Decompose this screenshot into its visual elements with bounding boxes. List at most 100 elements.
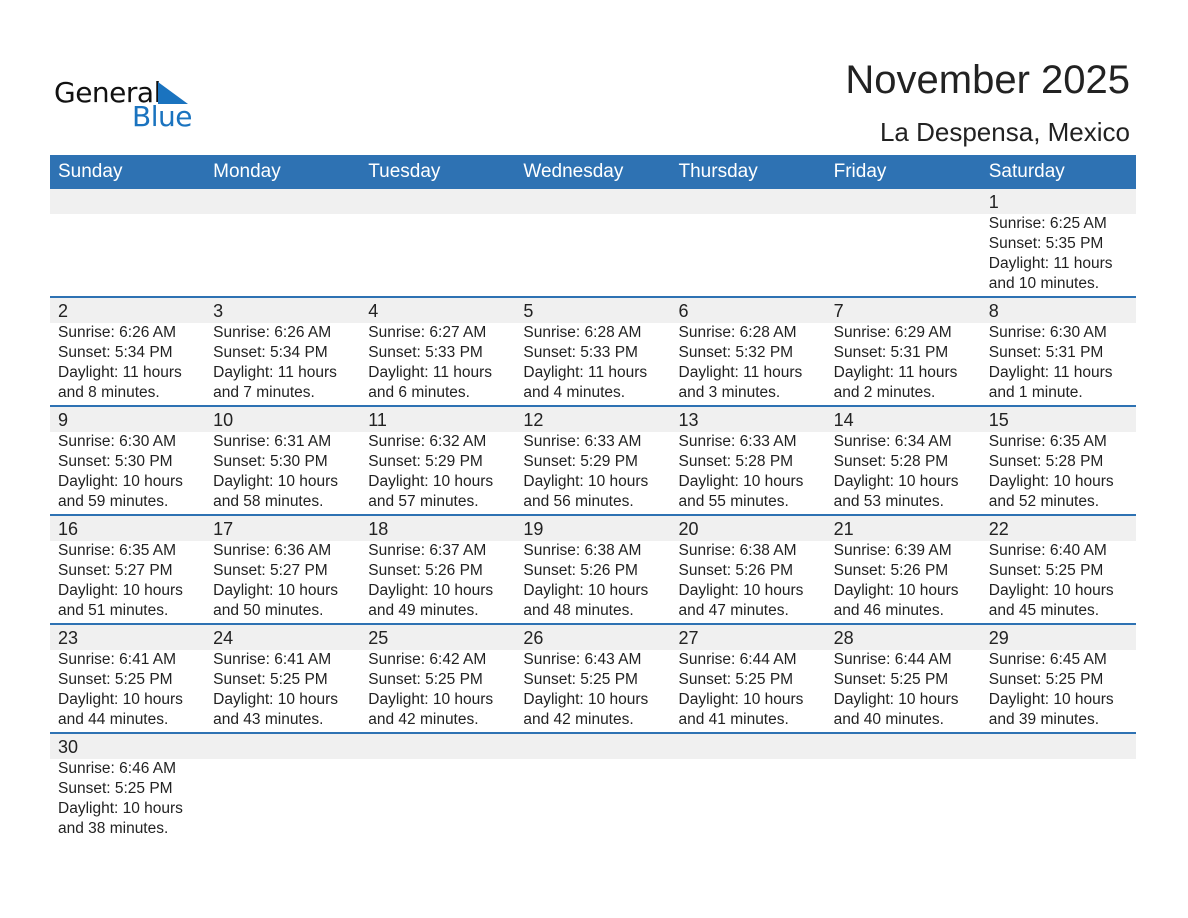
weekday-wednesday: Wednesday: [523, 161, 624, 182]
logo-word-general: General: [54, 76, 161, 109]
weekday-thursday: Thursday: [678, 161, 758, 182]
daylight-minutes-text: and 2 minutes.: [833, 384, 936, 401]
sunset-text: Sunset: 5:27 PM: [58, 562, 173, 579]
sunset-text: Sunset: 5:28 PM: [833, 453, 949, 470]
day-number: 14: [833, 410, 854, 430]
sunset-text: Sunset: 5:31 PM: [988, 344, 1104, 361]
empty-cell: [826, 189, 981, 296]
sunrise-text: Sunrise: 6:28 AM: [523, 324, 642, 341]
daylight-text: Daylight: 11 hours: [988, 255, 1113, 272]
empty-cell: [826, 734, 981, 843]
daylight-text: Daylight: 10 hours: [678, 582, 804, 599]
day-number: 22: [988, 519, 1009, 539]
day-cell-5: 5 Sunrise: 6:28 AM Sunset: 5:33 PM Daylight…: [515, 298, 670, 405]
daylight-minutes-text: and 58 minutes.: [213, 493, 324, 510]
sunset-text: Sunset: 5:27 PM: [213, 562, 328, 579]
daylight-minutes-text: and 51 minutes.: [58, 602, 169, 619]
daylight-text: Daylight: 10 hours: [213, 582, 339, 599]
daylight-text: Daylight: 10 hours: [678, 691, 804, 708]
sunset-text: Sunset: 5:25 PM: [368, 671, 483, 688]
empty-cell: [205, 734, 360, 843]
sunrise-text: Sunrise: 6:30 AM: [988, 324, 1107, 341]
day-cell-22: 22 Sunrise: 6:40 AM Sunset: 5:25 PM Dayligh…: [981, 516, 1136, 623]
daylight-text: Daylight: 10 hours: [58, 582, 183, 599]
daylight-text: Daylight: 10 hours: [58, 800, 183, 817]
daylight-text: Daylight: 11 hours: [58, 364, 182, 381]
empty-cell: [50, 189, 205, 296]
day-cell-8: 8 Sunrise: 6:30 AM Sunset: 5:31 PM Daylight…: [981, 298, 1136, 405]
sunrise-text: Sunrise: 6:25 AM: [988, 215, 1107, 232]
sunset-text: Sunset: 5:25 PM: [58, 671, 173, 688]
daylight-minutes-text: and 3 minutes.: [678, 384, 781, 401]
day-cell-29: 29 Sunrise: 6:45 AM Sunset: 5:25 PM Dayligh…: [981, 625, 1136, 732]
sunset-text: Sunset: 5:33 PM: [523, 344, 638, 361]
daylight-minutes-text: and 38 minutes.: [58, 820, 169, 837]
day-number: 10: [213, 410, 234, 430]
sunset-text: Sunset: 5:25 PM: [523, 671, 638, 688]
sunrise-text: Sunrise: 6:35 AM: [58, 542, 177, 559]
day-cell-7: 7 Sunrise: 6:29 AM Sunset: 5:31 PM Daylight…: [826, 298, 981, 405]
daylight-minutes-text: and 43 minutes.: [213, 711, 324, 728]
logo-triangle-icon: [158, 82, 188, 104]
sunrise-text: Sunrise: 6:42 AM: [368, 651, 487, 668]
empty-cell: [515, 734, 670, 843]
day-number: 28: [833, 628, 854, 648]
daylight-minutes-text: and 4 minutes.: [523, 384, 626, 401]
day-number: 13: [678, 410, 699, 430]
daylight-minutes-text: and 6 minutes.: [368, 384, 470, 401]
day-cell-10: 10 Sunrise: 6:31 AM Sunset: 5:30 PM Dayligh…: [205, 407, 360, 514]
sunrise-text: Sunrise: 6:31 AM: [213, 433, 332, 450]
location: La Despensa, Mexico: [879, 117, 1130, 147]
sunrise-text: Sunrise: 6:40 AM: [988, 542, 1107, 559]
day-cell-2: 2 Sunrise: 6:26 AM Sunset: 5:34 PM Daylight…: [50, 298, 205, 405]
daylight-minutes-text: and 56 minutes.: [523, 493, 634, 510]
empty-cell: [981, 734, 1136, 843]
weekday-friday: Friday: [833, 161, 887, 182]
sunrise-text: Sunrise: 6:34 AM: [833, 433, 952, 450]
daylight-minutes-text: and 42 minutes.: [368, 711, 479, 728]
sunrise-text: Sunrise: 6:36 AM: [213, 542, 332, 559]
week-row: 23 Sunrise: 6:41 AM Sunset: 5:25 PM Dayligh…: [50, 625, 1136, 734]
day-cell-15: 15 Sunrise: 6:35 AM Sunset: 5:28 PM Dayligh…: [981, 407, 1136, 514]
day-number: 27: [678, 628, 699, 648]
sunset-text: Sunset: 5:29 PM: [368, 453, 483, 470]
sunrise-text: Sunrise: 6:35 AM: [988, 433, 1107, 450]
daylight-text: Daylight: 10 hours: [678, 473, 804, 490]
day-number: 17: [213, 519, 234, 539]
empty-cell: [671, 189, 826, 296]
daylight-text: Daylight: 10 hours: [58, 691, 183, 708]
sunset-text: Sunset: 5:26 PM: [833, 562, 949, 579]
sunrise-text: Sunrise: 6:46 AM: [58, 760, 177, 777]
daylight-minutes-text: and 50 minutes.: [213, 602, 324, 619]
sunset-text: Sunset: 5:26 PM: [678, 562, 794, 579]
daylight-text: Daylight: 10 hours: [523, 691, 649, 708]
sunset-text: Sunset: 5:28 PM: [678, 453, 794, 470]
day-number: 30: [58, 737, 79, 757]
sunrise-text: Sunrise: 6:27 AM: [368, 324, 487, 341]
day-number: 24: [213, 628, 234, 648]
daylight-text: Daylight: 11 hours: [368, 364, 493, 381]
day-cell-1: 1 Sunrise: 6:25 AM Sunset: 5:35 PM Daylight…: [981, 189, 1136, 296]
weekday-header: Sunday Monday Tuesday Wednesday Thursday Frid…: [50, 155, 1136, 189]
daylight-minutes-text: and 47 minutes.: [678, 602, 789, 619]
sunrise-text: Sunrise: 6:38 AM: [678, 542, 797, 559]
daylight-minutes-text: and 44 minutes.: [58, 711, 169, 728]
daylight-minutes-text: and 57 minutes.: [368, 493, 479, 510]
sunrise-text: Sunrise: 6:44 AM: [678, 651, 797, 668]
weekday-tuesday: Tuesday: [368, 161, 441, 182]
sunset-text: Sunset: 5:29 PM: [523, 453, 638, 470]
sunrise-text: Sunrise: 6:33 AM: [523, 433, 642, 450]
day-number: 26: [523, 628, 544, 648]
daylight-minutes-text: and 52 minutes.: [988, 493, 1100, 510]
sunrise-text: Sunrise: 6:37 AM: [368, 542, 487, 559]
day-cell-20: 20 Sunrise: 6:38 AM Sunset: 5:26 PM Dayligh…: [671, 516, 826, 623]
daylight-text: Daylight: 11 hours: [988, 364, 1113, 381]
empty-cell: [205, 189, 360, 296]
logo-word-blue: Blue: [132, 100, 192, 133]
empty-cell: [360, 734, 515, 843]
day-number: 20: [678, 519, 699, 539]
daylight-text: Daylight: 10 hours: [988, 582, 1114, 599]
week-row: 16 Sunrise: 6:35 AM Sunset: 5:27 PM Dayligh…: [50, 516, 1136, 625]
day-cell-11: 11 Sunrise: 6:32 AM Sunset: 5:29 PM Dayligh…: [360, 407, 515, 514]
day-cell-27: 27 Sunrise: 6:44 AM Sunset: 5:25 PM Dayligh…: [671, 625, 826, 732]
